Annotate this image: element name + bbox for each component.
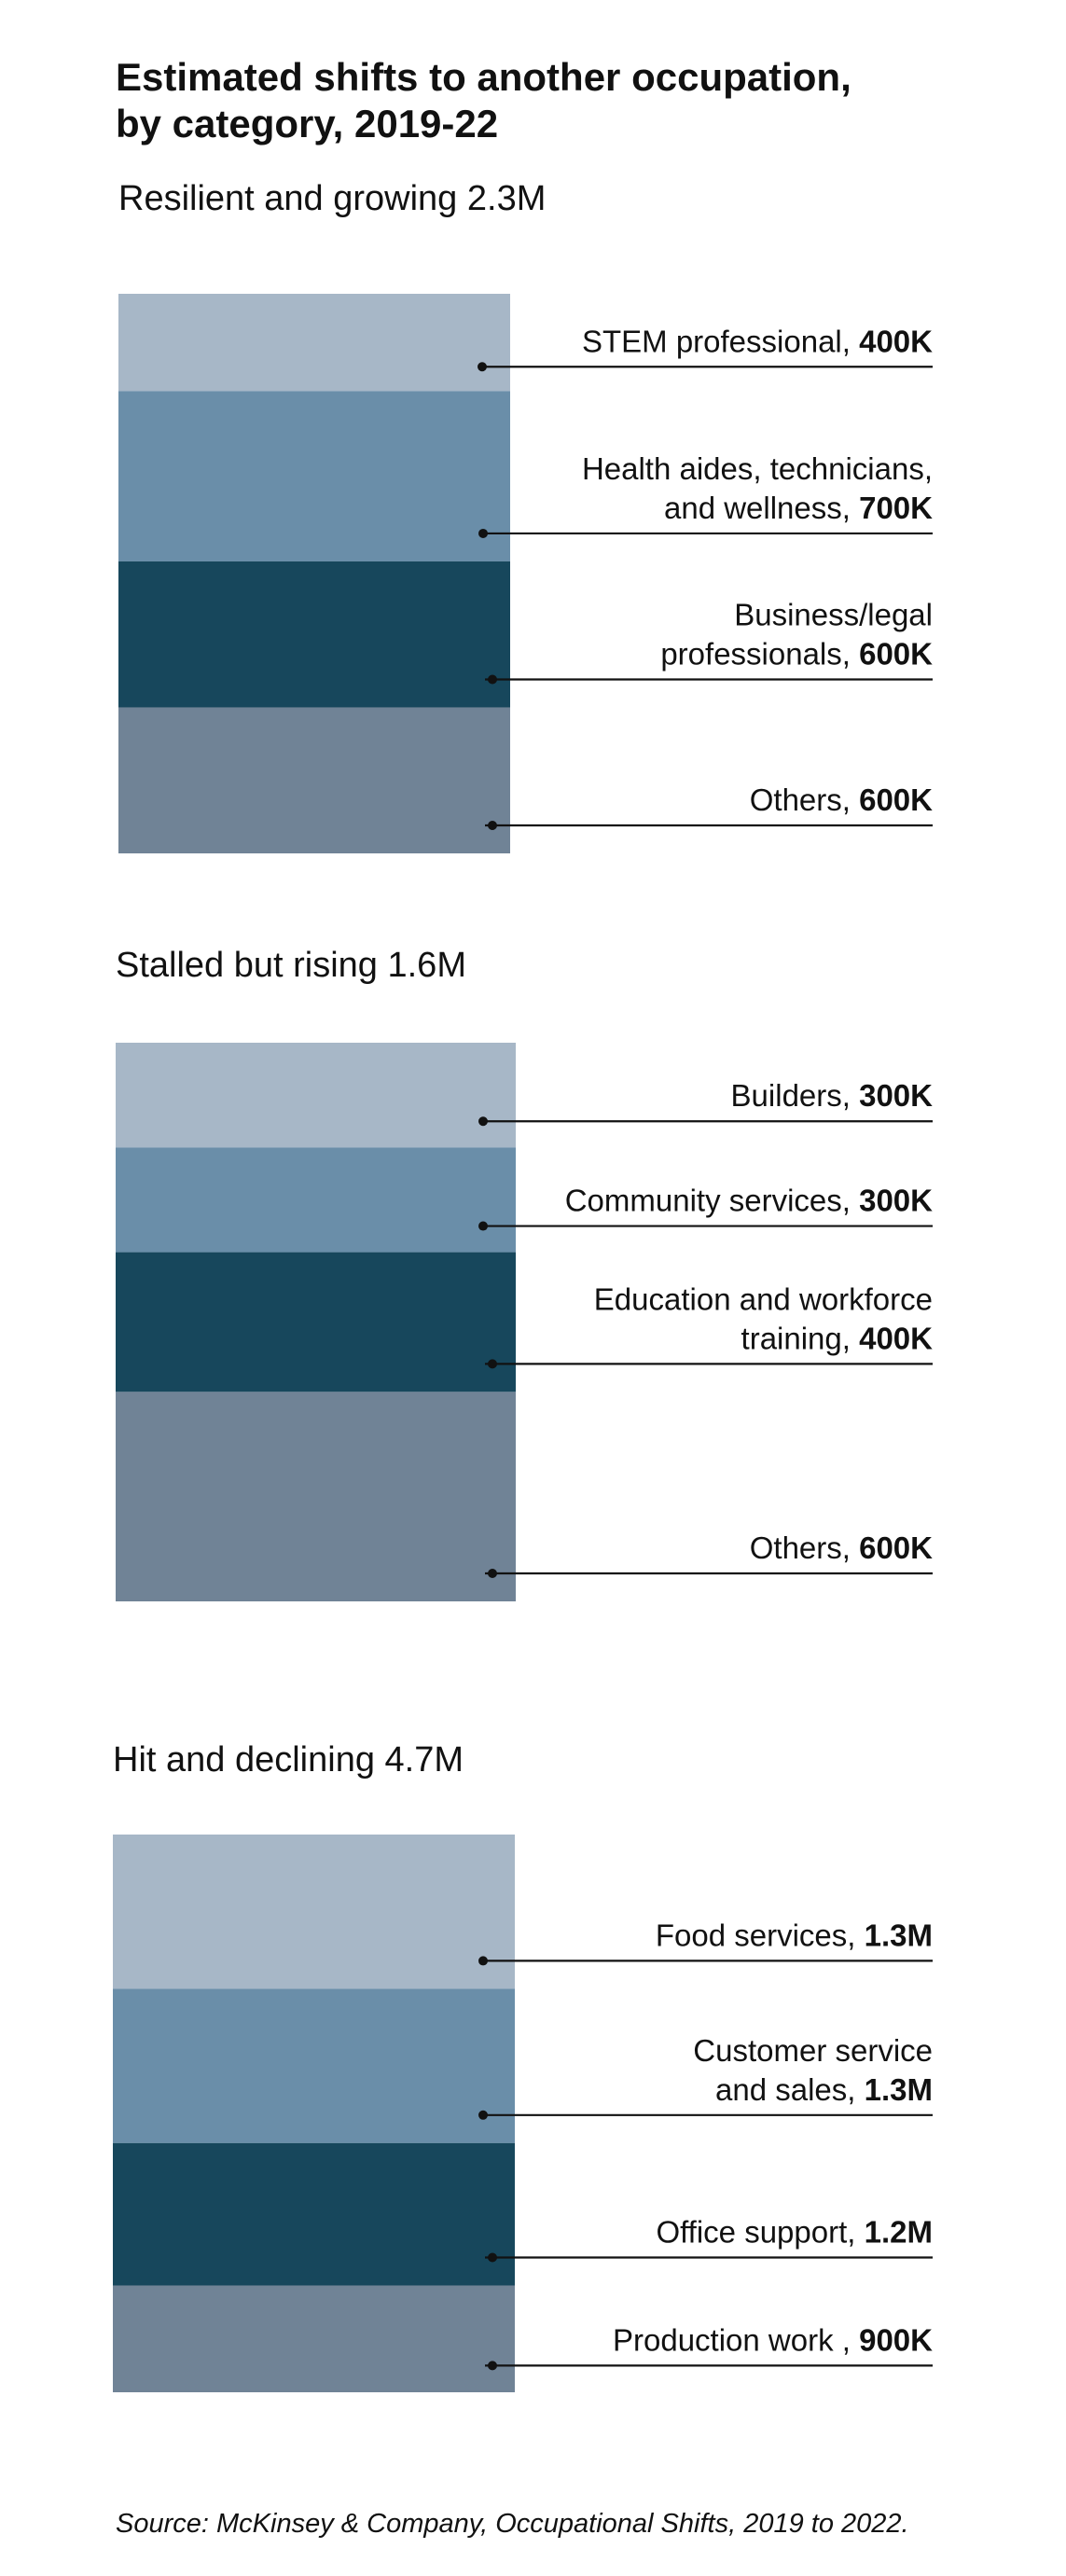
- leader-dot: [478, 1221, 488, 1231]
- leader-dot: [488, 1569, 497, 1578]
- chart-title-line-2: by category, 2019-22: [116, 102, 498, 145]
- leader-dot: [478, 2110, 488, 2120]
- leader-dot: [478, 1956, 488, 1966]
- bar-segment: [118, 294, 510, 392]
- segment-label: and wellness, 700K: [664, 491, 933, 525]
- bar-segment: [118, 707, 510, 853]
- segment-label: professionals, 600K: [660, 636, 933, 671]
- leader-dot: [488, 821, 497, 830]
- segment-value: 900K: [851, 2322, 933, 2357]
- group-title: Stalled but rising 1.6M: [116, 946, 466, 985]
- bar-segment: [118, 391, 510, 561]
- leader-dot: [488, 2361, 497, 2371]
- segment-value: 300K: [851, 1078, 933, 1113]
- segment-value: 1.3M: [855, 2072, 933, 2107]
- segment-label: Business/legal: [734, 597, 933, 631]
- segment-label: Community services, 300K: [565, 1184, 933, 1218]
- group-1: Resilient and growing 2.3M STEM professio…: [118, 179, 933, 853]
- bar-segment: [116, 1043, 516, 1148]
- bar-segment: [113, 1835, 515, 1989]
- source-note: Source: McKinsey & Company, Occupational…: [116, 2509, 909, 2539]
- segment-value: 600K: [851, 782, 933, 817]
- segment-value: 400K: [851, 1321, 933, 1355]
- group-title: Hit and declining 4.7M: [113, 1740, 464, 1780]
- bar-segment: [113, 1988, 515, 2143]
- segment-label: Health aides, technicians,: [582, 451, 933, 486]
- chart-title: Estimated shifts to another occupation, …: [116, 55, 862, 145]
- segment-value: 1.2M: [855, 2214, 933, 2249]
- segment-label: Builders, 300K: [731, 1078, 934, 1113]
- leader-dot: [488, 2252, 497, 2263]
- segment-value: 600K: [851, 1530, 933, 1565]
- segment-label: training, 400K: [741, 1321, 934, 1355]
- segment-label: Office support, 1.2M: [656, 2214, 933, 2249]
- chart-groups: Resilient and growing 2.3M STEM professio…: [113, 179, 933, 2392]
- segment-value: 400K: [851, 324, 933, 358]
- segment-label: and sales, 1.3M: [715, 2072, 933, 2107]
- segment-value: 1.3M: [855, 1918, 933, 1952]
- bar-segment: [118, 561, 510, 708]
- leader-dot: [488, 1359, 497, 1369]
- bar-segment: [116, 1252, 516, 1392]
- segment-value: 600K: [851, 636, 933, 671]
- bar-segment: [113, 2285, 515, 2392]
- segment-value: 300K: [851, 1184, 933, 1218]
- bar-segment: [116, 1147, 516, 1253]
- chart-title-line-1: Estimated shifts to another occupation,: [116, 55, 851, 99]
- segment-label: Others, 600K: [750, 782, 933, 817]
- segment-label: Customer service: [693, 2033, 933, 2068]
- segment-label: Food services, 1.3M: [656, 1918, 933, 1952]
- segment-label: Production work , 900K: [613, 2322, 933, 2357]
- segment-label: Others, 600K: [750, 1530, 933, 1565]
- leader-dot: [488, 674, 497, 685]
- leader-dot: [478, 362, 487, 372]
- bar-segment: [116, 1392, 516, 1601]
- leader-dot: [478, 528, 488, 538]
- group-2: Stalled but rising 1.6M Builders, 300K Com…: [116, 946, 933, 1601]
- group-title: Resilient and growing 2.3M: [118, 179, 546, 218]
- bar-segment: [113, 2142, 515, 2286]
- segment-label: Education and workforce: [594, 1281, 933, 1316]
- group-3: Hit and declining 4.7M Food services, 1.3…: [113, 1740, 933, 2392]
- leader-dot: [478, 1116, 488, 1127]
- segment-value: 700K: [851, 491, 933, 525]
- segment-label: STEM professional, 400K: [582, 324, 933, 358]
